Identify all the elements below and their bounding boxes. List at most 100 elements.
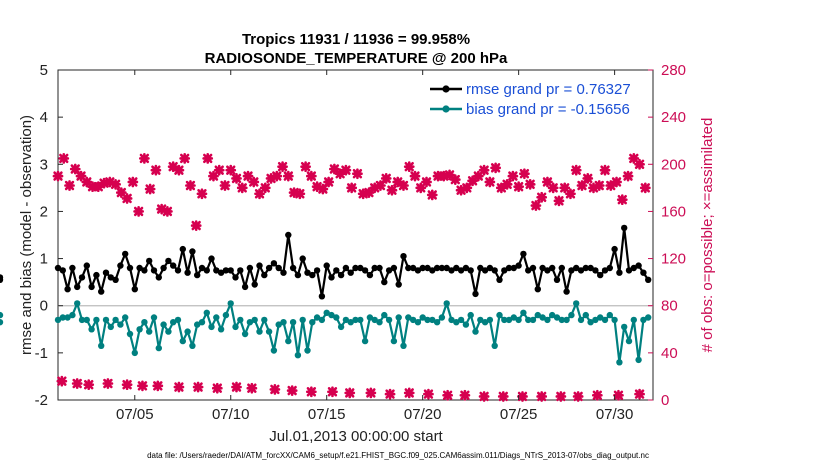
- bias-data-point: [400, 342, 407, 349]
- bias-data-point: [294, 352, 302, 359]
- rmse-data-point: [208, 255, 215, 262]
- rmse-data-point: [88, 283, 95, 291]
- x-tick-label: 07/10: [212, 406, 250, 423]
- assimilated-marker: [513, 181, 525, 193]
- rmse-data-point: [256, 262, 263, 269]
- assimilated-marker: [346, 182, 358, 194]
- assimilated-marker: [329, 163, 340, 175]
- rmse-data-point: [174, 267, 182, 274]
- rmse-data-point: [150, 267, 158, 274]
- rmse-data-point: [453, 264, 460, 272]
- rmse-data-point: [409, 264, 417, 272]
- bias-data-point: [146, 328, 153, 335]
- bias-data-point: [342, 316, 350, 324]
- assimilated-marker: [375, 180, 386, 191]
- assimilated-marker: [254, 188, 265, 200]
- assimilated-marker: [449, 174, 461, 185]
- bias-data-point: [141, 319, 148, 326]
- assimilated-marker: [242, 170, 254, 182]
- assimilated-marker: [334, 168, 346, 180]
- right-tick-label: 200: [661, 156, 686, 173]
- possible-marker: [246, 382, 258, 394]
- rmse-data-point: [395, 281, 402, 288]
- rmse-data-point: [486, 264, 494, 272]
- bias-data-point: [131, 349, 138, 357]
- bias-data-point: [376, 319, 383, 326]
- possible-marker: [517, 391, 528, 402]
- assimilated-marker: [565, 188, 576, 200]
- rmse-data-point: [405, 264, 412, 272]
- assimilated-marker: [386, 184, 398, 196]
- right-tick-label: 280: [661, 62, 686, 79]
- rmse-data-point: [318, 293, 326, 300]
- bias-data-point: [217, 326, 225, 333]
- assimilated-marker: [190, 220, 202, 231]
- rmse-data-point: [294, 271, 302, 279]
- assimilated-marker: [92, 181, 104, 193]
- assimilated-marker: [576, 180, 588, 191]
- assimilated-marker: [426, 189, 438, 201]
- bias-data-point: [549, 311, 556, 319]
- bias-data-point: [477, 316, 484, 324]
- bias-data-point: [558, 316, 565, 324]
- assimilated-marker: [75, 170, 87, 182]
- bias-data-point: [352, 316, 359, 324]
- rmse-data-point: [146, 257, 153, 265]
- bias-data-point: [208, 323, 215, 331]
- rmse-data-point: [385, 267, 393, 274]
- rmse-data-point: [198, 264, 206, 272]
- rmse-data-point: [179, 245, 186, 253]
- bias-data-point: [304, 347, 311, 354]
- bias-data-point: [529, 316, 537, 324]
- rmse-data-point: [328, 274, 335, 281]
- assimilated-marker: [294, 188, 306, 200]
- possible-marker: [269, 384, 281, 395]
- assimilated-marker: [455, 184, 467, 196]
- rmse-data-point: [635, 262, 642, 269]
- assimilated-marker: [271, 170, 283, 182]
- bias-data-point: [573, 300, 580, 307]
- bias-data-point: [592, 316, 599, 324]
- bias-data-point: [414, 319, 422, 326]
- bias-data-point: [107, 323, 115, 331]
- assimilated-marker: [340, 164, 352, 176]
- rmse-data-point: [491, 267, 498, 274]
- rmse-data-point: [136, 264, 143, 272]
- bias-data-point: [409, 316, 417, 324]
- assimilated-marker: [593, 180, 605, 191]
- rmse-data-point: [510, 264, 517, 272]
- bias-data-point: [155, 344, 162, 352]
- rmse-data-point: [443, 264, 450, 272]
- bias-data-point: [289, 319, 297, 326]
- x-tick-label: 07/25: [500, 406, 538, 423]
- rmse-data-point: [616, 269, 623, 276]
- rmse-data-point: [630, 264, 637, 272]
- assimilated-marker: [490, 162, 501, 174]
- rmse-data-point: [568, 267, 575, 274]
- assimilated-marker: [398, 180, 409, 191]
- rmse-data-point: [645, 276, 652, 283]
- possible-marker: [137, 380, 148, 392]
- rmse-data-point: [357, 264, 364, 272]
- bias-data-point: [83, 316, 91, 324]
- legend: rmse grand pr = 0.76327 bias grand pr = …: [426, 77, 648, 121]
- assimilated-marker: [380, 173, 392, 184]
- assimilated-marker: [323, 176, 335, 188]
- assimilated-marker: [138, 153, 150, 164]
- y-tick-label: -1: [35, 345, 48, 362]
- bias-data-point: [510, 314, 517, 321]
- bias-data-point: [405, 314, 412, 321]
- assimilated-marker: [213, 164, 225, 176]
- assimilated-marker: [616, 194, 628, 206]
- rmse-data-point: [553, 276, 561, 283]
- bias-data-point: [582, 311, 589, 319]
- rmse-data-point: [558, 264, 565, 272]
- assimilated-marker: [156, 203, 168, 215]
- bias-data-point: [54, 316, 62, 324]
- x-tick-label: 07/15: [308, 406, 346, 423]
- bias-data-point: [429, 316, 436, 324]
- assimilated-marker: [634, 158, 645, 170]
- rmse-data-point: [597, 271, 604, 279]
- x-axis-label: Jul.01,2013 00:00:00 start: [269, 428, 443, 445]
- assimilated-marker: [58, 153, 70, 164]
